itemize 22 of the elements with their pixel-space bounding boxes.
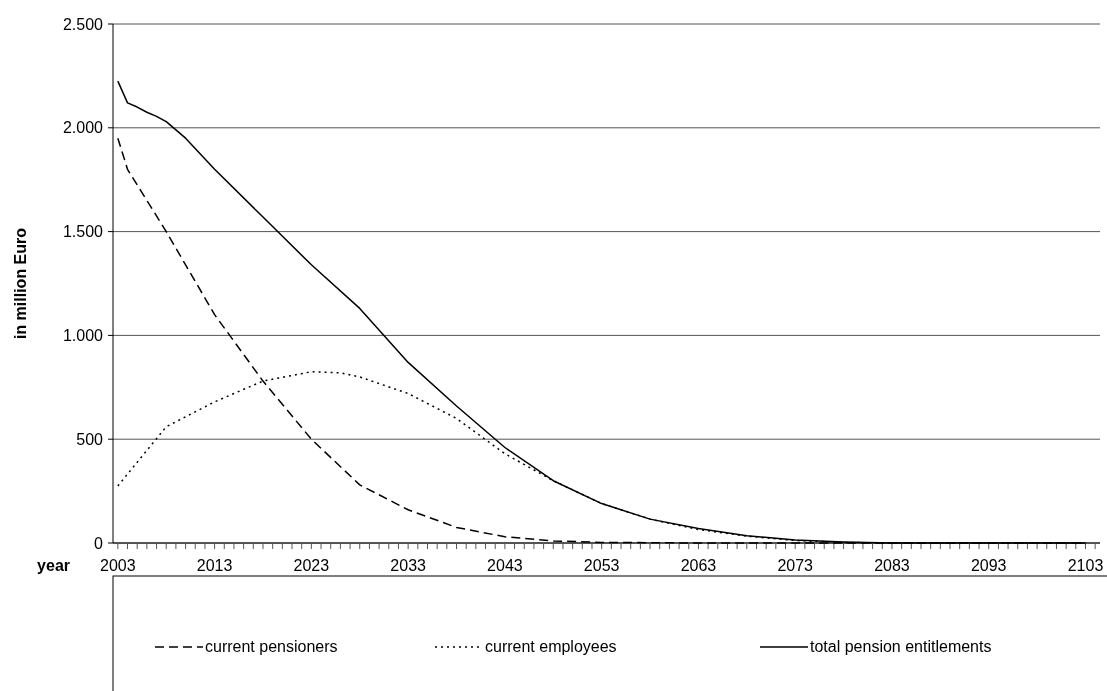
x-tick-label: 2103 — [1067, 557, 1104, 574]
legend-label: total pension entitlements — [810, 638, 992, 655]
y-tick-label: 500 — [76, 430, 104, 448]
x-tick-label: 2043 — [487, 557, 523, 574]
x-tick-label: 2093 — [970, 557, 1007, 574]
y-tick-label: 2.000 — [62, 119, 104, 137]
y-tick-label: 0 — [94, 534, 104, 552]
x-axis-title: year — [37, 557, 70, 574]
x-tick-label: 2063 — [680, 557, 717, 574]
y-tick-label: 2.500 — [62, 15, 104, 33]
legend-label: current employees — [485, 638, 617, 655]
y-tick-label: 1.000 — [62, 327, 104, 344]
x-tick-label: 2033 — [390, 557, 427, 574]
x-tick-label: 2053 — [583, 557, 620, 574]
x-tick-label: 2013 — [196, 557, 233, 574]
y-axis-title: in million Euro — [12, 227, 29, 340]
x-tick-label: 2083 — [874, 557, 910, 574]
legend-label: current pensioners — [205, 638, 338, 655]
y-tick-label: 1.500 — [62, 223, 104, 241]
x-tick-label: 2023 — [293, 557, 330, 574]
x-tick-label: 2003 — [100, 557, 136, 574]
x-tick-label: 2073 — [777, 557, 814, 574]
